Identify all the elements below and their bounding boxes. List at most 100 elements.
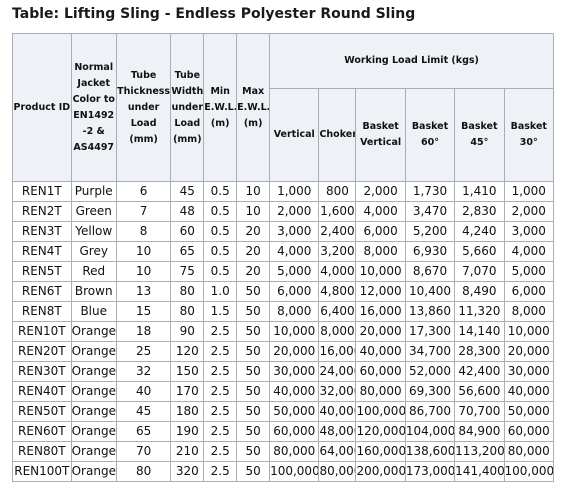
header-vertical: Vertical [269,88,320,182]
cell-wll-choker: 4,800 [318,281,357,302]
cell-wll-vertical: 4,000 [269,241,320,262]
cell-tube-width: 90 [170,321,205,342]
cell-jacket-color: Purple [70,181,117,202]
table-row: REN10T Orange 18 90 2.5 50 10,000 8,000 20,000 17… [12,321,555,342]
header-row-1: Product ID Normal Jacket Color to EN1492… [12,33,554,182]
cell-wll-basket-60: 1,730 [404,181,456,202]
cell-wll-basket-60: 104,000 [404,421,456,442]
cell-jacket-color: Orange [70,421,117,442]
cell-tube-width: 45 [170,181,205,202]
cell-wll-basket-vertical: 16,000 [355,301,406,322]
cell-wll-basket-vertical: 2,000 [355,181,406,202]
header-basket-vertical: Basket Vertical [355,88,406,182]
cell-tube-width: 150 [170,361,205,382]
cell-wll-basket-60: 34,700 [404,341,456,362]
cell-tube-width: 80 [170,281,205,302]
table-row: REN30TOrange321502.55030,00024,00060,000… [12,361,555,382]
cell-wll-basket-60: 17,300 [404,321,456,342]
cell-product-id: REN20T [12,341,72,362]
cell-product-id: REN2T [12,201,72,222]
cell-tube-thickness: 25 [115,341,172,362]
cell-tube-thickness: 18 [115,321,172,342]
cell-product-id: REN60T [12,421,72,442]
cell-product-id: REN5T [12,261,72,282]
cell-wll-basket-45: 56,600 [454,381,505,402]
cell-max-ewl: 50 [236,341,271,362]
cell-wll-basket-45: 1,410 [454,181,505,202]
cell-min-ewl: 1.5 [203,301,238,322]
cell-jacket-color: Orange [70,441,117,462]
cell-tube-thickness: 15 [115,301,172,322]
cell-product-id: REN3T [12,221,72,242]
cell-jacket-color: Red [70,261,117,282]
cell-product-id: REN40T [12,381,72,402]
cell-tube-width: 48 [170,201,205,222]
cell-tube-thickness: 45 [115,401,172,422]
cell-wll-basket-30: 40,000 [503,381,555,402]
cell-tube-width: 170 [170,381,205,402]
cell-jacket-color: Yellow [70,221,117,242]
cell-tube-width: 190 [170,421,205,442]
cell-max-ewl: 50 [236,461,271,482]
cell-wll-basket-45: 42,400 [454,361,505,382]
cell-wll-basket-30: 1,000 [503,181,555,202]
cell-min-ewl: 1.0 [203,281,238,302]
cell-jacket-color: Blue [70,301,117,322]
cell-wll-basket-60: 3,470 [404,201,456,222]
cell-wll-vertical: 30,000 [269,361,320,382]
header-tube-thickness: Tube Thickness under Load (mm) [115,33,172,182]
cell-tube-width: 210 [170,441,205,462]
cell-min-ewl: 2.5 [203,341,238,362]
cell-wll-vertical: 20,000 [269,341,320,362]
cell-tube-thickness: 10 [115,241,172,262]
cell-wll-choker: 4,000 [318,261,357,282]
cell-min-ewl: 2.5 [203,321,238,342]
cell-wll-choker: 40,000 [318,401,357,422]
cell-tube-width: 65 [170,241,205,262]
cell-wll-basket-30: 6,000 [503,281,555,302]
cell-product-id: REN1T [12,181,72,202]
cell-jacket-color: Orange [70,321,117,342]
header-basket-45: Basket 45° [454,88,505,182]
cell-product-id: REN8T [12,301,72,322]
cell-jacket-color: Grey [70,241,117,262]
cell-min-ewl: 2.5 [203,361,238,382]
cell-wll-basket-vertical: 12,000 [355,281,406,302]
header-min-ewl: Min E.W.L. (m) [203,33,238,182]
cell-min-ewl: 2.5 [203,381,238,402]
table-row: REN50TOrange451802.55050,00040,000100,00… [12,401,555,422]
cell-wll-basket-vertical: 4,000 [355,201,406,222]
table-row: REN80TOrange702102.55080,00064,000160,00… [12,441,555,462]
cell-wll-vertical: 5,000 [269,261,320,282]
cell-tube-width: 120 [170,341,205,362]
cell-wll-basket-45: 84,900 [454,421,505,442]
cell-tube-thickness: 7 [115,201,172,222]
cell-min-ewl: 0.5 [203,261,238,282]
cell-wll-vertical: 60,000 [269,421,320,442]
cell-wll-vertical: 1,000 [269,181,320,202]
cell-max-ewl: 50 [236,361,271,382]
cell-min-ewl: 0.5 [203,201,238,222]
cell-tube-width: 180 [170,401,205,422]
table-row: REN40TOrange401702.55040,00032,00080,000… [12,381,555,402]
cell-wll-basket-30: 50,000 [503,401,555,422]
cell-product-id: REN80T [12,441,72,462]
cell-product-id: REN100T [12,461,72,482]
cell-wll-basket-vertical: 100,000 [355,401,406,422]
cell-product-id: REN4T [12,241,72,262]
cell-wll-basket-vertical: 8,000 [355,241,406,262]
cell-wll-basket-vertical: 80,000 [355,381,406,402]
cell-wll-basket-45: 14,140 [454,321,505,342]
cell-wll-basket-30: 100,000 [503,461,555,482]
cell-min-ewl: 0.5 [203,181,238,202]
cell-wll-vertical: 10,000 [269,321,320,342]
table-row: REN4T Grey 10 65 0.5 20 4,000 3,200 8,000 6,930 5,… [12,241,555,262]
cell-wll-basket-vertical: 20,000 [355,321,406,342]
cell-wll-vertical: 2,000 [269,201,320,222]
cell-wll-basket-30: 80,000 [503,441,555,462]
cell-wll-choker: 64,000 [318,441,357,462]
cell-wll-basket-vertical: 120,000 [355,421,406,442]
cell-tube-width: 60 [170,221,205,242]
cell-wll-basket-45: 70,700 [454,401,505,422]
cell-product-id: REN30T [12,361,72,382]
